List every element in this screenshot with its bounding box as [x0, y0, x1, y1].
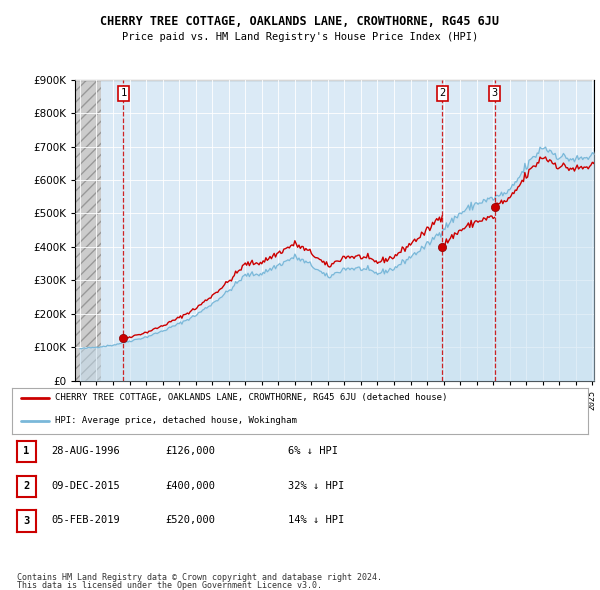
- Text: 3: 3: [491, 88, 498, 98]
- Text: 2: 2: [439, 88, 445, 98]
- Text: CHERRY TREE COTTAGE, OAKLANDS LANE, CROWTHORNE, RG45 6JU (detached house): CHERRY TREE COTTAGE, OAKLANDS LANE, CROW…: [55, 394, 448, 402]
- Text: CHERRY TREE COTTAGE, OAKLANDS LANE, CROWTHORNE, RG45 6JU: CHERRY TREE COTTAGE, OAKLANDS LANE, CROW…: [101, 15, 499, 28]
- Text: 2: 2: [23, 481, 29, 491]
- Text: 3: 3: [23, 516, 29, 526]
- Text: Price paid vs. HM Land Registry's House Price Index (HPI): Price paid vs. HM Land Registry's House …: [122, 32, 478, 42]
- Text: 05-FEB-2019: 05-FEB-2019: [51, 516, 120, 525]
- Point: [119, 334, 128, 343]
- Text: £400,000: £400,000: [165, 481, 215, 490]
- Text: 14% ↓ HPI: 14% ↓ HPI: [288, 516, 344, 525]
- Text: £520,000: £520,000: [165, 516, 215, 525]
- Text: 1: 1: [121, 88, 127, 98]
- Point: [437, 242, 447, 251]
- Text: 1: 1: [23, 447, 29, 456]
- Text: 09-DEC-2015: 09-DEC-2015: [51, 481, 120, 490]
- Text: HPI: Average price, detached house, Wokingham: HPI: Average price, detached house, Woki…: [55, 417, 297, 425]
- Text: Contains HM Land Registry data © Crown copyright and database right 2024.: Contains HM Land Registry data © Crown c…: [17, 572, 382, 582]
- Text: 28-AUG-1996: 28-AUG-1996: [51, 446, 120, 455]
- Point: [490, 202, 499, 211]
- Text: 6% ↓ HPI: 6% ↓ HPI: [288, 446, 338, 455]
- Text: This data is licensed under the Open Government Licence v3.0.: This data is licensed under the Open Gov…: [17, 581, 322, 590]
- Bar: [71, 80, 101, 381]
- Text: £126,000: £126,000: [165, 446, 215, 455]
- Text: 32% ↓ HPI: 32% ↓ HPI: [288, 481, 344, 490]
